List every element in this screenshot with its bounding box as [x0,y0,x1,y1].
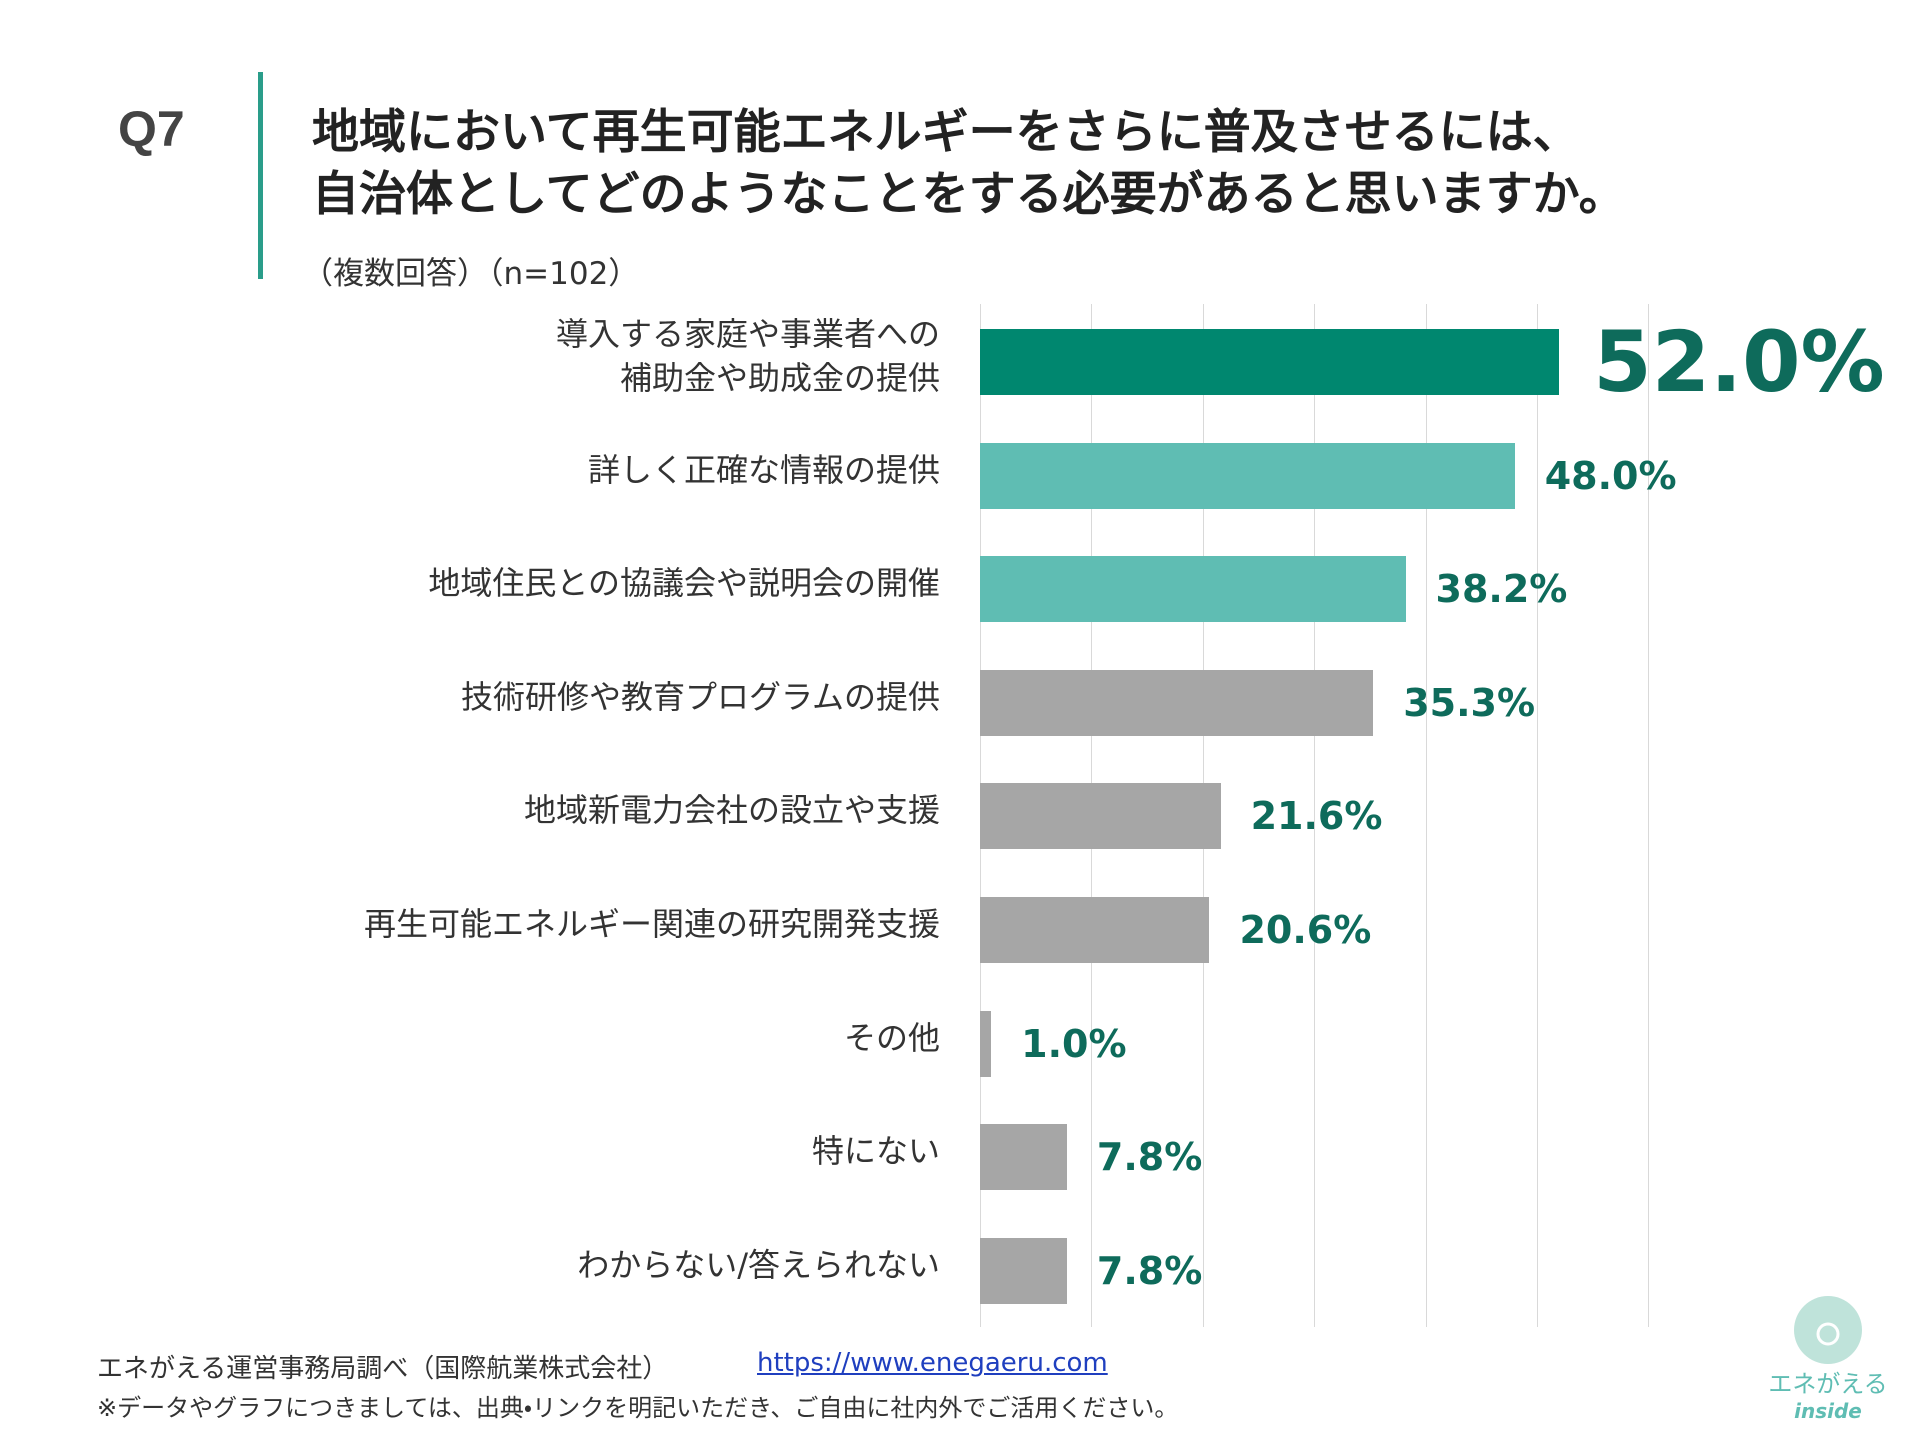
category-label: 詳しく正確な情報の提供 [587,450,940,489]
value-label: 38.2% [1435,567,1568,612]
category-label: その他 [843,1018,940,1057]
note: ※データやグラフにつきましては、出典・リンクを明記いただき、ご自由に社内外でご活… [97,1394,1179,1422]
category-label: 導入する家庭や事業者への 補助金や助成金の提供 [555,315,940,397]
value-label: 1.0% [1021,1021,1127,1066]
subtitle: （複数回答）（n=102） [302,256,640,292]
category-label: 技術研修や教育プログラムの提供 [460,677,940,716]
bar [980,897,1210,963]
value-label: 7.8% [1096,1248,1203,1293]
category-label: 地域住民との協議会や説明会の開催 [428,564,940,603]
value-label: 7.8% [1096,1135,1203,1180]
bar [980,1010,992,1077]
bar [980,1124,1067,1191]
grid-line [1314,304,1316,1327]
category-label: わからない/答えられない [577,1245,940,1284]
grid-line [1537,304,1538,1327]
logo-subtext: inside [1794,1399,1862,1423]
grid-line [1648,304,1650,1327]
bar [980,783,1221,850]
bar [980,442,1515,509]
logo-mark [1794,1296,1862,1364]
value-label: 21.6% [1250,794,1383,839]
accent-line [258,72,263,279]
bar [980,669,1374,736]
source: エネがえる運営事務局調べ（国際航業株式会社） [97,1354,669,1384]
logo-text: エネがえる [1768,1370,1887,1398]
source-link[interactable]: https://www.enegaeru.com [757,1348,1108,1378]
value-label: 35.3% [1403,680,1536,725]
logo-bulb [1816,1322,1840,1346]
value-label: 52.0% [1593,313,1885,411]
bar [980,329,1560,395]
value-label: 20.6% [1239,908,1372,952]
bar [980,1237,1067,1304]
logo: エネがえる inside [1768,1296,1888,1423]
category-label: 特にない [811,1132,940,1171]
value-label: 48.0% [1544,453,1677,498]
grid-line [1425,304,1427,1327]
bar [980,556,1406,623]
category-label: 地域新電力会社の設立や支援 [523,791,940,830]
category-label: 再生可能エネルギー関連の研究開発支援 [363,905,940,943]
chart-title: 地域において再生可能エネルギーをさらに普及させるには、 自治体としてどのようなこ… [312,105,1626,222]
question-number: Q7 [118,101,185,157]
